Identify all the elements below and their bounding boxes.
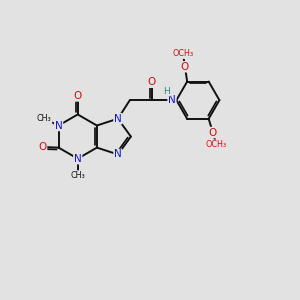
Text: N: N: [114, 114, 122, 124]
Text: N: N: [55, 121, 62, 130]
Text: O: O: [38, 142, 46, 152]
Text: N: N: [168, 95, 176, 105]
Text: O: O: [74, 91, 82, 101]
Text: O: O: [148, 77, 156, 87]
Text: OCH₃: OCH₃: [172, 49, 194, 58]
Text: O: O: [181, 62, 189, 72]
Text: H: H: [164, 87, 170, 96]
Text: CH₃: CH₃: [70, 171, 85, 180]
Text: CH₃: CH₃: [37, 114, 52, 123]
Text: O: O: [209, 128, 217, 137]
Text: OCH₃: OCH₃: [206, 140, 227, 149]
Text: N: N: [114, 149, 122, 159]
Text: N: N: [74, 154, 82, 164]
